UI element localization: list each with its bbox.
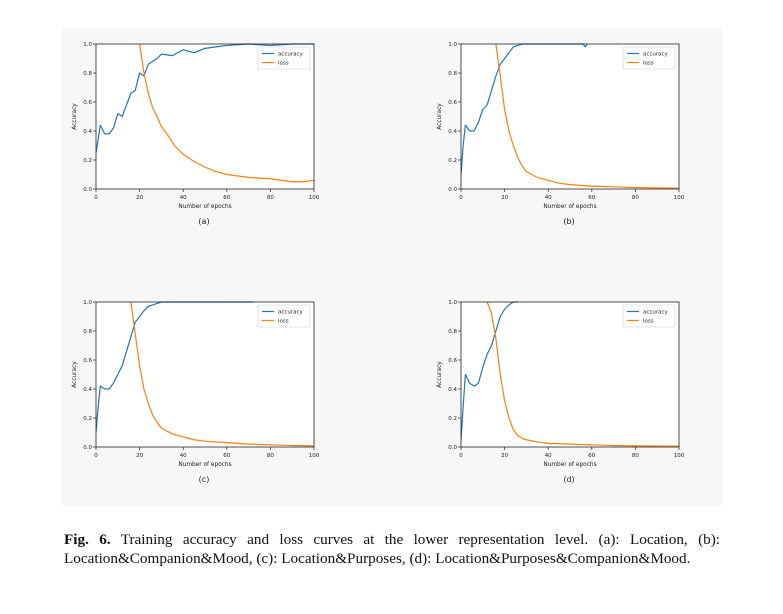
y-tick-label-d: 0.2 — [448, 416, 457, 422]
y-tick-label-d: 0.0 — [448, 445, 457, 451]
y-tick-label-d: 0.4 — [448, 387, 457, 393]
loss-line-b — [495, 43, 679, 189]
sub-caption-b: (b) — [563, 217, 575, 226]
x-tick-label-b: 40 — [545, 195, 552, 201]
legend-box-b — [622, 46, 676, 70]
legend-box-a — [257, 46, 311, 70]
y-tick-label-b: 0.0 — [448, 187, 457, 193]
chart-a: 0 20 40 60 80 100 0.0 0.2 0.4 0.6 0.8 1.0 Number of … — [72, 42, 320, 210]
x-tick-label-c: 100 — [309, 453, 320, 459]
legend-label-accuracy-b: accuracy — [643, 52, 669, 58]
x-tick-label-b: 100 — [674, 195, 685, 201]
y-axis-label-d: Accuracy — [437, 361, 443, 388]
legend-label-accuracy-a: accuracy — [278, 52, 304, 58]
x-tick-label-d: 100 — [674, 453, 685, 459]
loss-line-c — [130, 301, 314, 447]
legend-label-loss-b: loss — [643, 61, 654, 67]
x-tick-label-c: 60 — [223, 453, 230, 459]
chart-b: 0 20 40 60 80 100 0.0 0.2 0.4 0.6 0.8 1.0 Number of … — [437, 42, 685, 210]
x-tick-label-a: 40 — [180, 195, 187, 201]
y-tick-label-c: 0.2 — [83, 416, 92, 422]
legend-label-loss-d: loss — [643, 319, 654, 325]
chart-d: 0 20 40 60 80 100 0.0 0.2 0.4 0.6 0.8 1.0 Number of … — [437, 300, 685, 468]
y-tick-label-b: 0.4 — [448, 129, 457, 135]
accuracy-line-a — [96, 43, 314, 153]
x-tick-label-d: 0 — [459, 453, 463, 459]
legend-box-d — [622, 304, 676, 328]
sub-caption-c: (c) — [198, 475, 210, 484]
chart-c: 0 20 40 60 80 100 0.0 0.2 0.4 0.6 0.8 1.0 Number of … — [72, 300, 320, 468]
y-tick-label-a: 0.0 — [83, 187, 92, 193]
figure-caption-text: Training accuracy and loss curves at the… — [64, 531, 721, 567]
plot-frame-c — [95, 301, 315, 448]
sub-caption-a: (a) — [198, 217, 210, 226]
y-tick-label-a: 1.0 — [83, 42, 92, 48]
loss-line-d — [486, 301, 679, 447]
x-tick-label-a: 100 — [309, 195, 320, 201]
x-axis-label-a: Number of epochs — [178, 204, 231, 210]
x-tick-label-b: 0 — [459, 195, 463, 201]
y-tick-label-a: 0.6 — [83, 100, 92, 106]
x-tick-label-c: 20 — [136, 453, 143, 459]
x-tick-label-c: 0 — [94, 453, 98, 459]
x-tick-label-a: 80 — [267, 195, 274, 201]
y-tick-label-d: 0.8 — [448, 329, 457, 335]
figure-caption-label: Fig. 6. — [64, 531, 111, 548]
y-tick-label-a: 0.2 — [83, 158, 92, 164]
y-tick-label-b: 0.2 — [448, 158, 457, 164]
loss-line-a — [139, 43, 314, 183]
x-tick-label-c: 40 — [180, 453, 187, 459]
y-tick-label-c: 0.8 — [83, 329, 92, 335]
y-tick-label-c: 0.4 — [83, 387, 92, 393]
y-axis-label-b: Accuracy — [437, 103, 443, 130]
y-axis-label-a: Accuracy — [72, 103, 78, 130]
x-axis-label-b: Number of epochs — [543, 204, 596, 210]
figure-caption: Fig. 6. Training accuracy and loss curve… — [64, 530, 720, 568]
legend-label-accuracy-c: accuracy — [278, 310, 304, 316]
y-tick-label-d: 0.6 — [448, 358, 457, 364]
x-tick-label-b: 80 — [632, 195, 639, 201]
y-tick-label-a: 0.8 — [83, 71, 92, 77]
x-tick-label-a: 60 — [223, 195, 230, 201]
x-axis-label-c: Number of epochs — [178, 462, 231, 468]
x-tick-label-d: 20 — [501, 453, 508, 459]
x-tick-label-b: 60 — [588, 195, 595, 201]
y-tick-label-b: 1.0 — [448, 42, 457, 48]
x-tick-label-c: 80 — [267, 453, 274, 459]
x-tick-label-b: 20 — [501, 195, 508, 201]
y-axis-label-c: Accuracy — [72, 361, 78, 388]
y-tick-label-b: 0.6 — [448, 100, 457, 106]
x-tick-label-d: 60 — [588, 453, 595, 459]
x-tick-label-a: 20 — [136, 195, 143, 201]
y-tick-label-c: 1.0 — [83, 300, 92, 306]
legend-label-loss-a: loss — [278, 61, 289, 67]
plot-frame-a — [95, 43, 315, 190]
legend-label-accuracy-d: accuracy — [643, 310, 669, 316]
x-tick-label-d: 80 — [632, 453, 639, 459]
plot-frame-b — [460, 43, 680, 190]
y-tick-label-c: 0.0 — [83, 445, 92, 451]
y-tick-label-b: 0.8 — [448, 71, 457, 77]
x-tick-label-d: 40 — [545, 453, 552, 459]
accuracy-line-d — [461, 301, 518, 440]
x-tick-label-a: 0 — [94, 195, 98, 201]
legend-label-loss-c: loss — [278, 319, 289, 325]
y-tick-label-d: 1.0 — [448, 300, 457, 306]
sub-caption-d: (d) — [563, 475, 575, 484]
plot-frame-d — [460, 301, 680, 448]
x-axis-label-d: Number of epochs — [543, 462, 596, 468]
legend-box-c — [257, 304, 311, 328]
y-tick-label-c: 0.6 — [83, 358, 92, 364]
y-tick-label-a: 0.4 — [83, 129, 92, 135]
